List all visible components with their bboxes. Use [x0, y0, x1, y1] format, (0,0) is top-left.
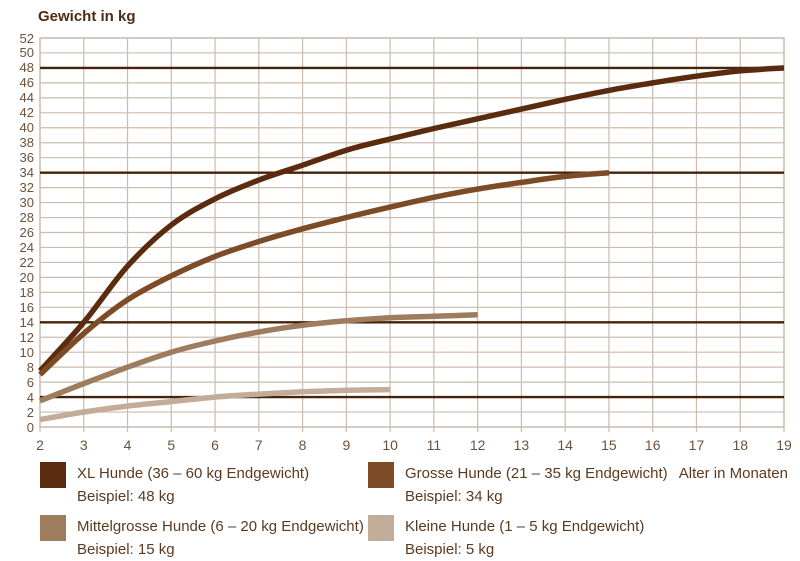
y-tick-label: 14 — [19, 314, 34, 330]
legend-item-mittelgrosse-hunde: Mittelgrosse Hunde (6 – 20 kg Endgewicht… — [40, 515, 364, 561]
y-tick-label: 6 — [26, 374, 34, 390]
x-tick-label: 3 — [79, 437, 88, 453]
y-tick-label: 22 — [19, 254, 34, 270]
y-axis-title: Gewicht in kg — [38, 8, 136, 25]
curve-series-1 — [38, 169, 610, 377]
y-tick-label: 46 — [19, 75, 34, 91]
x-tick-label: 9 — [342, 437, 351, 453]
y-tick-label: 0 — [26, 419, 34, 435]
x-tick-label: 4 — [123, 437, 132, 453]
y-tick-label: 36 — [19, 150, 34, 166]
legend-item-kleine-hunde: Kleine Hunde (1 – 5 kg Endgewicht) Beisp… — [368, 515, 644, 561]
legend-label-mittelgrosse-hunde: Mittelgrosse Hunde (6 – 20 kg Endgewicht… — [77, 518, 364, 535]
legend-item-xl-hunde: XL Hunde (36 – 60 kg Endgewicht) Beispie… — [40, 462, 309, 508]
x-tick-label: 13 — [513, 437, 530, 453]
legend-example-mittelgrosse-hunde: Beispiel: 15 kg — [77, 541, 175, 558]
x-tick-label: 11 — [426, 437, 442, 453]
y-tick-label: 16 — [19, 299, 34, 315]
y-tick-label: 50 — [19, 45, 34, 61]
legend-swatch-xl-hunde — [40, 462, 66, 488]
y-tick-label: 4 — [26, 389, 34, 405]
curve-series-0 — [37, 65, 785, 373]
curve-series-3 — [39, 386, 391, 423]
plot-border — [39, 37, 785, 428]
x-axis-title: Alter in Monaten — [678, 465, 788, 482]
x-tick-label: 14 — [557, 437, 573, 453]
y-tick-label: 10 — [19, 344, 34, 360]
y-tick-label: 2 — [26, 404, 34, 420]
x-tick-label: 8 — [298, 437, 307, 453]
x-tick-label: 6 — [211, 437, 219, 453]
x-tick-label: 12 — [469, 437, 486, 453]
legend-label-grosse-hunde: Grosse Hunde (21 – 35 kg Endgewicht) — [405, 465, 668, 482]
y-tick-label: 52 — [19, 30, 34, 46]
y-tick-label: 8 — [26, 359, 34, 375]
legend-swatch-mittelgrosse-hunde — [40, 515, 66, 541]
x-tick-label: 2 — [36, 437, 44, 453]
legend-example-xl-hunde: Beispiel: 48 kg — [77, 488, 175, 505]
plot-region: 0 2 4 6 8 10 12 14 16 18 20 22 24 26 28 30 32 34 36 38 40 42 4… — [19, 30, 792, 454]
y-tick-label: 44 — [19, 90, 34, 106]
y-tick-label: 30 — [19, 195, 34, 211]
y-tick-label: 26 — [19, 225, 34, 240]
y-tick-label: 20 — [19, 269, 34, 285]
legend-label-xl-hunde: XL Hunde (36 – 60 kg Endgewicht) — [77, 465, 310, 482]
x-tick-label: 15 — [601, 437, 617, 453]
x-tick-label: 7 — [254, 437, 263, 453]
y-tick-label: 40 — [19, 120, 34, 136]
y-tick-label: 38 — [19, 135, 34, 151]
legend-swatch-kleine-hunde — [368, 515, 394, 541]
x-tick-label: 5 — [167, 437, 176, 453]
y-tick-label: 12 — [19, 329, 34, 345]
x-tick-label: 16 — [644, 437, 661, 453]
y-tick-label: 24 — [19, 239, 34, 255]
curve-series-2 — [38, 312, 478, 404]
x-tick-label: 19 — [776, 437, 792, 453]
legend-example-kleine-hunde: Beispiel: 5 kg — [405, 541, 495, 558]
legend-item-grosse-hunde: Grosse Hunde (21 – 35 kg Endgewicht) Bei… — [368, 462, 668, 508]
legend-example-grosse-hunde: Beispiel: 34 kg — [405, 488, 503, 505]
x-tick-label: 10 — [382, 437, 398, 453]
legend-label-kleine-hunde: Kleine Hunde (1 – 5 kg Endgewicht) — [405, 518, 645, 535]
y-tick-label: 32 — [19, 180, 34, 196]
x-tick-label: 17 — [688, 437, 705, 453]
legend-swatch-grosse-hunde — [368, 462, 394, 488]
y-tick-label: 42 — [19, 105, 34, 121]
plot-canvas — [37, 37, 785, 432]
y-tick-label: 34 — [19, 165, 34, 181]
x-tick-label: 18 — [732, 437, 749, 453]
y-tick-label: 48 — [19, 60, 34, 76]
y-tick-label: 28 — [19, 210, 34, 226]
y-tick-label: 18 — [19, 284, 34, 300]
